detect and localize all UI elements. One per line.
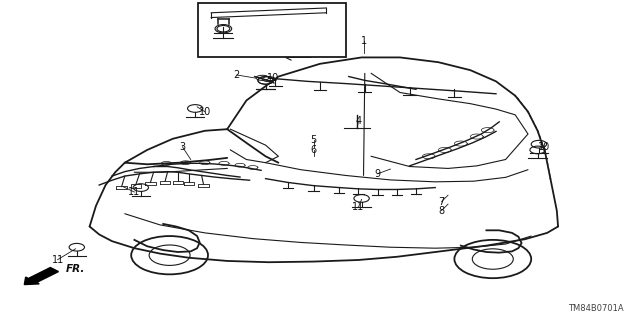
Text: 10: 10 — [266, 73, 279, 83]
Text: 4: 4 — [355, 116, 362, 126]
Text: FR.: FR. — [66, 264, 85, 274]
Text: 5: 5 — [310, 135, 317, 145]
Text: 12: 12 — [209, 36, 221, 47]
Text: 8: 8 — [438, 205, 445, 216]
FancyArrow shape — [24, 268, 58, 285]
Text: 6: 6 — [310, 145, 317, 155]
Text: 1: 1 — [360, 36, 367, 47]
Text: 10: 10 — [538, 142, 550, 152]
Text: 3: 3 — [179, 142, 186, 152]
Text: 11: 11 — [51, 255, 64, 265]
Text: 7: 7 — [438, 197, 445, 207]
Text: 9: 9 — [374, 169, 381, 179]
Text: 10: 10 — [198, 107, 211, 117]
Text: TM84B0701A: TM84B0701A — [568, 304, 624, 313]
Text: 2: 2 — [234, 70, 240, 80]
Bar — [198, 3, 346, 57]
Text: 11: 11 — [128, 187, 141, 197]
Text: 10: 10 — [232, 12, 244, 23]
Text: 11: 11 — [352, 202, 365, 212]
